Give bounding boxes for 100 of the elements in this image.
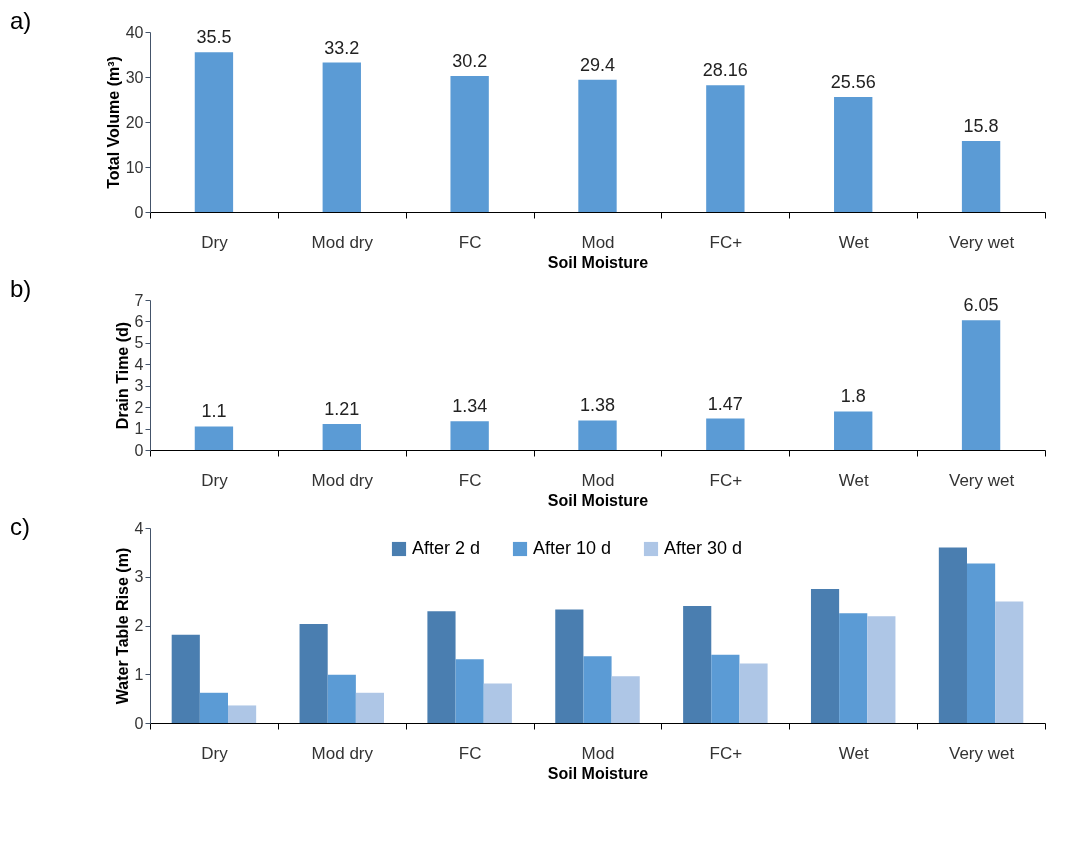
x-tick-label: Mod (581, 470, 615, 490)
bar (171, 634, 200, 723)
bar (450, 421, 489, 450)
x-tick-label: Wet (838, 743, 869, 763)
x-tick-label: Mod dry (311, 232, 374, 252)
y-tick-label: 20 (125, 113, 144, 131)
data-label: 29.4 (579, 54, 616, 75)
bar (194, 52, 234, 212)
bar (711, 654, 740, 723)
bar (427, 611, 456, 723)
x-tick-label: Very wet (948, 743, 1015, 763)
bar (327, 674, 356, 723)
x-tick-label: Dry (201, 232, 229, 252)
x-tick-label: FC+ (709, 470, 743, 490)
y-tick-label: 5 (134, 334, 144, 352)
data-label: 25.56 (830, 71, 876, 92)
bar (839, 613, 868, 723)
bar (938, 547, 967, 723)
data-label: 33.2 (324, 37, 360, 58)
x-tick-label: FC (458, 743, 482, 763)
x-tick-label: Dry (201, 743, 229, 763)
data-label: 28.16 (702, 60, 748, 81)
bar (450, 76, 489, 212)
bar (961, 320, 1001, 450)
y-axis-title: Drain Time (d) (113, 321, 131, 430)
y-tick-label: 30 (125, 68, 144, 86)
y-tick-label: 2 (134, 398, 144, 416)
y-tick-label: 3 (134, 568, 144, 586)
data-label: 1.8 (840, 386, 866, 407)
x-tick-label: Mod (581, 232, 615, 252)
x-tick-label: Very wet (948, 232, 1015, 252)
y-tick-label: 2 (134, 617, 144, 634)
bar (706, 418, 745, 450)
x-tick-label: FC+ (709, 232, 743, 252)
x-tick-label: FC+ (709, 743, 743, 763)
x-tick-label: Wet (838, 232, 869, 252)
bar (555, 609, 584, 723)
legend-label: After 10 d (533, 538, 612, 558)
y-tick-label: 1 (134, 420, 144, 438)
data-label: 1.21 (324, 399, 360, 420)
y-tick-label: 3 (134, 377, 144, 395)
bar (455, 659, 484, 723)
x-tick-label: FC (458, 232, 482, 252)
y-tick-label: 0 (134, 203, 144, 221)
bar (611, 676, 640, 723)
legend-label: After 2 d (412, 538, 481, 558)
chart-title: b) (10, 275, 32, 302)
y-tick-label: 1 (134, 665, 144, 683)
bar (228, 705, 257, 723)
y-tick-label: 6 (134, 312, 144, 330)
y-axis-title: Total Volume (m³) (104, 56, 122, 189)
x-tick-label: Mod dry (311, 470, 374, 490)
bar (966, 563, 996, 723)
data-label: 15.8 (963, 115, 999, 136)
data-label: 1.1 (201, 401, 227, 422)
bar (683, 606, 712, 723)
y-tick-label: 4 (134, 355, 144, 373)
y-tick-label: 7 (134, 291, 144, 309)
y-tick-label: 10 (125, 158, 144, 176)
x-axis-title: Soil Moisture (547, 764, 649, 782)
x-tick-label: Wet (838, 470, 869, 490)
x-tick-label: Mod (581, 743, 615, 763)
bar (199, 692, 229, 723)
chart-title: c) (10, 513, 30, 540)
legend-label: After 30 d (664, 538, 743, 558)
data-label: 30.2 (452, 51, 488, 72)
bar (583, 656, 612, 723)
bar (995, 601, 1024, 723)
bar (739, 663, 768, 723)
y-axis-title: Water Table Rise (m) (113, 547, 131, 705)
bar (706, 85, 745, 212)
bar (961, 140, 1001, 212)
bar (299, 624, 328, 723)
bar (578, 79, 617, 212)
bar (578, 420, 617, 450)
y-tick-label: 4 (134, 519, 144, 537)
y-tick-label: 0 (134, 441, 144, 459)
y-tick-label: 0 (134, 714, 144, 732)
data-label: 1.38 (579, 395, 616, 416)
data-label: 1.47 (707, 393, 743, 414)
x-axis-title: Soil Moisture (547, 253, 649, 271)
x-tick-label: Dry (201, 470, 229, 490)
x-tick-label: Very wet (948, 470, 1015, 490)
bar (322, 424, 361, 450)
data-label: 35.5 (196, 27, 232, 48)
y-tick-label: 40 (125, 23, 144, 41)
bar (355, 692, 385, 723)
bar (834, 96, 873, 212)
bar (834, 411, 873, 450)
bar (867, 616, 896, 723)
x-tick-label: Mod dry (311, 743, 374, 763)
data-label: 6.05 (963, 295, 999, 316)
x-axis-title: Soil Moisture (547, 491, 649, 509)
chart-title: a) (10, 7, 32, 34)
bar (483, 683, 512, 723)
x-tick-label: FC (458, 470, 482, 490)
bar (810, 588, 840, 723)
data-label: 1.34 (452, 396, 488, 417)
bar (322, 62, 361, 212)
bar (194, 426, 234, 450)
